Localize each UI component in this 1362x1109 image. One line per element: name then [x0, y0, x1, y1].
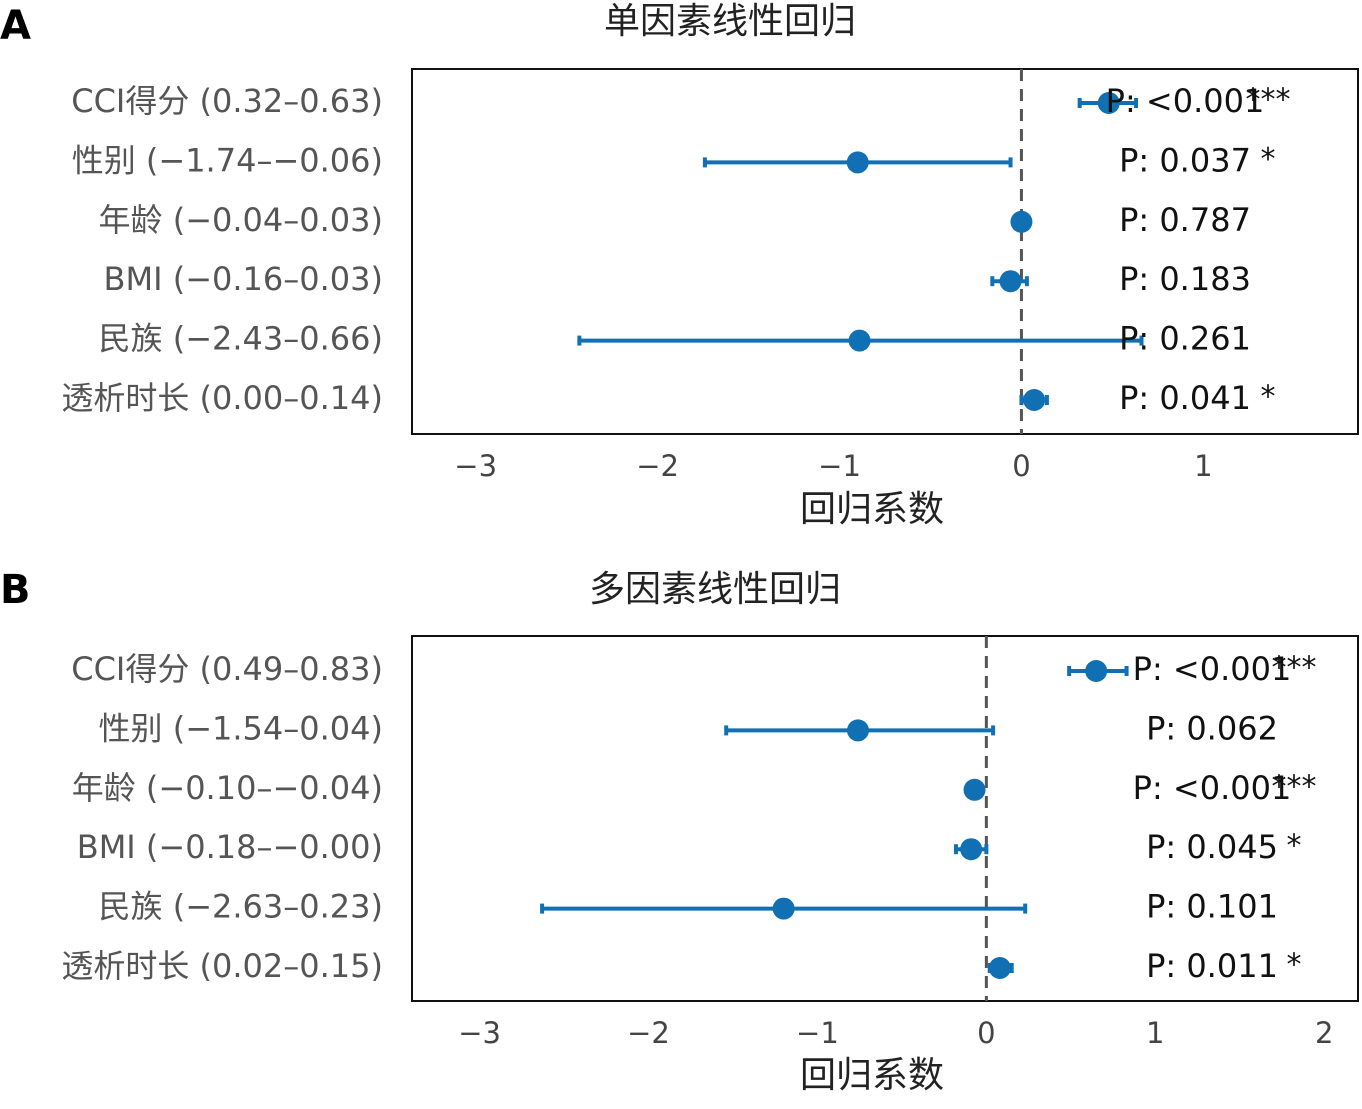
panel-a-p-value: P: <0.001 [1106, 82, 1265, 120]
panel-b-significance-stars: * [1287, 829, 1302, 864]
panel-b-point-estimate [960, 838, 983, 861]
panel-a-significance-stars: * [1261, 380, 1276, 415]
panel-a-p-value: P: 0.261 [1119, 320, 1251, 358]
panel-b-p-value: P: <0.001 [1133, 650, 1292, 688]
panel-b-p-value: P: 0.045 [1146, 828, 1278, 866]
panel-a-p-value: P: 0.183 [1119, 260, 1251, 298]
panel-a-point-estimate [846, 151, 869, 174]
panel-b-x-tick-label: −2 [627, 1016, 670, 1050]
panel-b-row-label: 年龄 (−0.10–−0.04) [72, 769, 383, 807]
panel-b-label: B [0, 567, 31, 613]
panel-b-point-estimate [846, 719, 869, 742]
panel-b-row-label: BMI (−0.18–−0.00) [77, 828, 383, 866]
panel-a-x-tick-label: −1 [818, 449, 861, 483]
panel-a-significance-stars: * [1261, 142, 1276, 177]
panel-a-point-estimate [999, 270, 1022, 293]
panel-a-x-tick-label: −2 [636, 449, 679, 483]
panel-a-row-label: BMI (−0.16–0.03) [104, 260, 383, 298]
panel-b-point-estimate [1085, 660, 1108, 682]
panel-b-x-tick-label: 0 [977, 1016, 995, 1050]
panel-a-point-estimate [1097, 92, 1120, 114]
panel-b-point-estimate [772, 897, 795, 920]
panel-a-title: 单因素线性回归 [604, 1, 856, 42]
panel-b-title: 多因素线性回归 [589, 569, 841, 610]
panel-b-p-value: P: 0.011 [1146, 947, 1278, 985]
panel-b-point-estimate [963, 778, 986, 801]
panel-a-x-tick-label: 0 [1012, 449, 1030, 483]
panel-a-row-label: 年龄 (−0.04–0.03) [99, 201, 383, 239]
panel-b-row-label: 民族 (−2.63–0.23) [99, 888, 383, 926]
panel-b-row-label: 透析时长 (0.02–0.15) [61, 947, 383, 985]
panel-b-significance-stars: * [1287, 948, 1302, 983]
panel-b-axes-frame [411, 635, 1359, 1002]
panel-b-x-axis-label: 回归系数 [800, 1055, 944, 1096]
panel-a-point-estimate [848, 329, 871, 352]
panel-b-row-label: CCI得分 (0.49–0.83) [71, 650, 383, 688]
panel-b-x-tick-label: −1 [796, 1016, 839, 1050]
panel-a-p-value: P: 0.037 [1119, 141, 1251, 179]
panel-a-row-label: CCI得分 (0.32–0.63) [71, 82, 383, 120]
panel-a-p-value: P: 0.787 [1119, 201, 1251, 239]
panel-b-x-tick-label: 1 [1146, 1016, 1164, 1050]
panel-b-point-estimate [988, 957, 1011, 979]
panel-b-significance-stars: *** [1272, 651, 1317, 686]
panel-b-p-value: P: <0.001 [1133, 769, 1292, 807]
panel-b-significance-stars: *** [1272, 769, 1317, 804]
panel-a-axes-frame [411, 68, 1359, 435]
panel-b-x-tick-label: 2 [1315, 1016, 1333, 1050]
panel-a-point-estimate [1010, 210, 1033, 233]
panel-a-significance-stars: *** [1246, 83, 1291, 118]
panel-a-x-axis-label: 回归系数 [800, 489, 944, 530]
panel-a-point-estimate [1023, 389, 1046, 411]
panel-a-row-label: 性别 (−1.74–−0.06) [72, 141, 383, 179]
panel-b-p-value: P: 0.101 [1146, 888, 1278, 926]
panel-b-x-tick-label: −3 [458, 1016, 501, 1050]
panel-a-p-value: P: 0.041 [1119, 379, 1251, 417]
panel-b-p-value: P: 0.062 [1146, 709, 1278, 747]
panel-b-row-label: 性别 (−1.54–0.04) [99, 709, 383, 747]
panel-a-x-tick-label: 1 [1194, 449, 1212, 483]
panel-a-x-tick-label: −3 [454, 449, 497, 483]
panel-a-row-label: 透析时长 (0.00–0.14) [61, 379, 383, 417]
panel-a-label: A [0, 3, 31, 49]
panel-a-row-label: 民族 (−2.43–0.66) [99, 320, 383, 358]
